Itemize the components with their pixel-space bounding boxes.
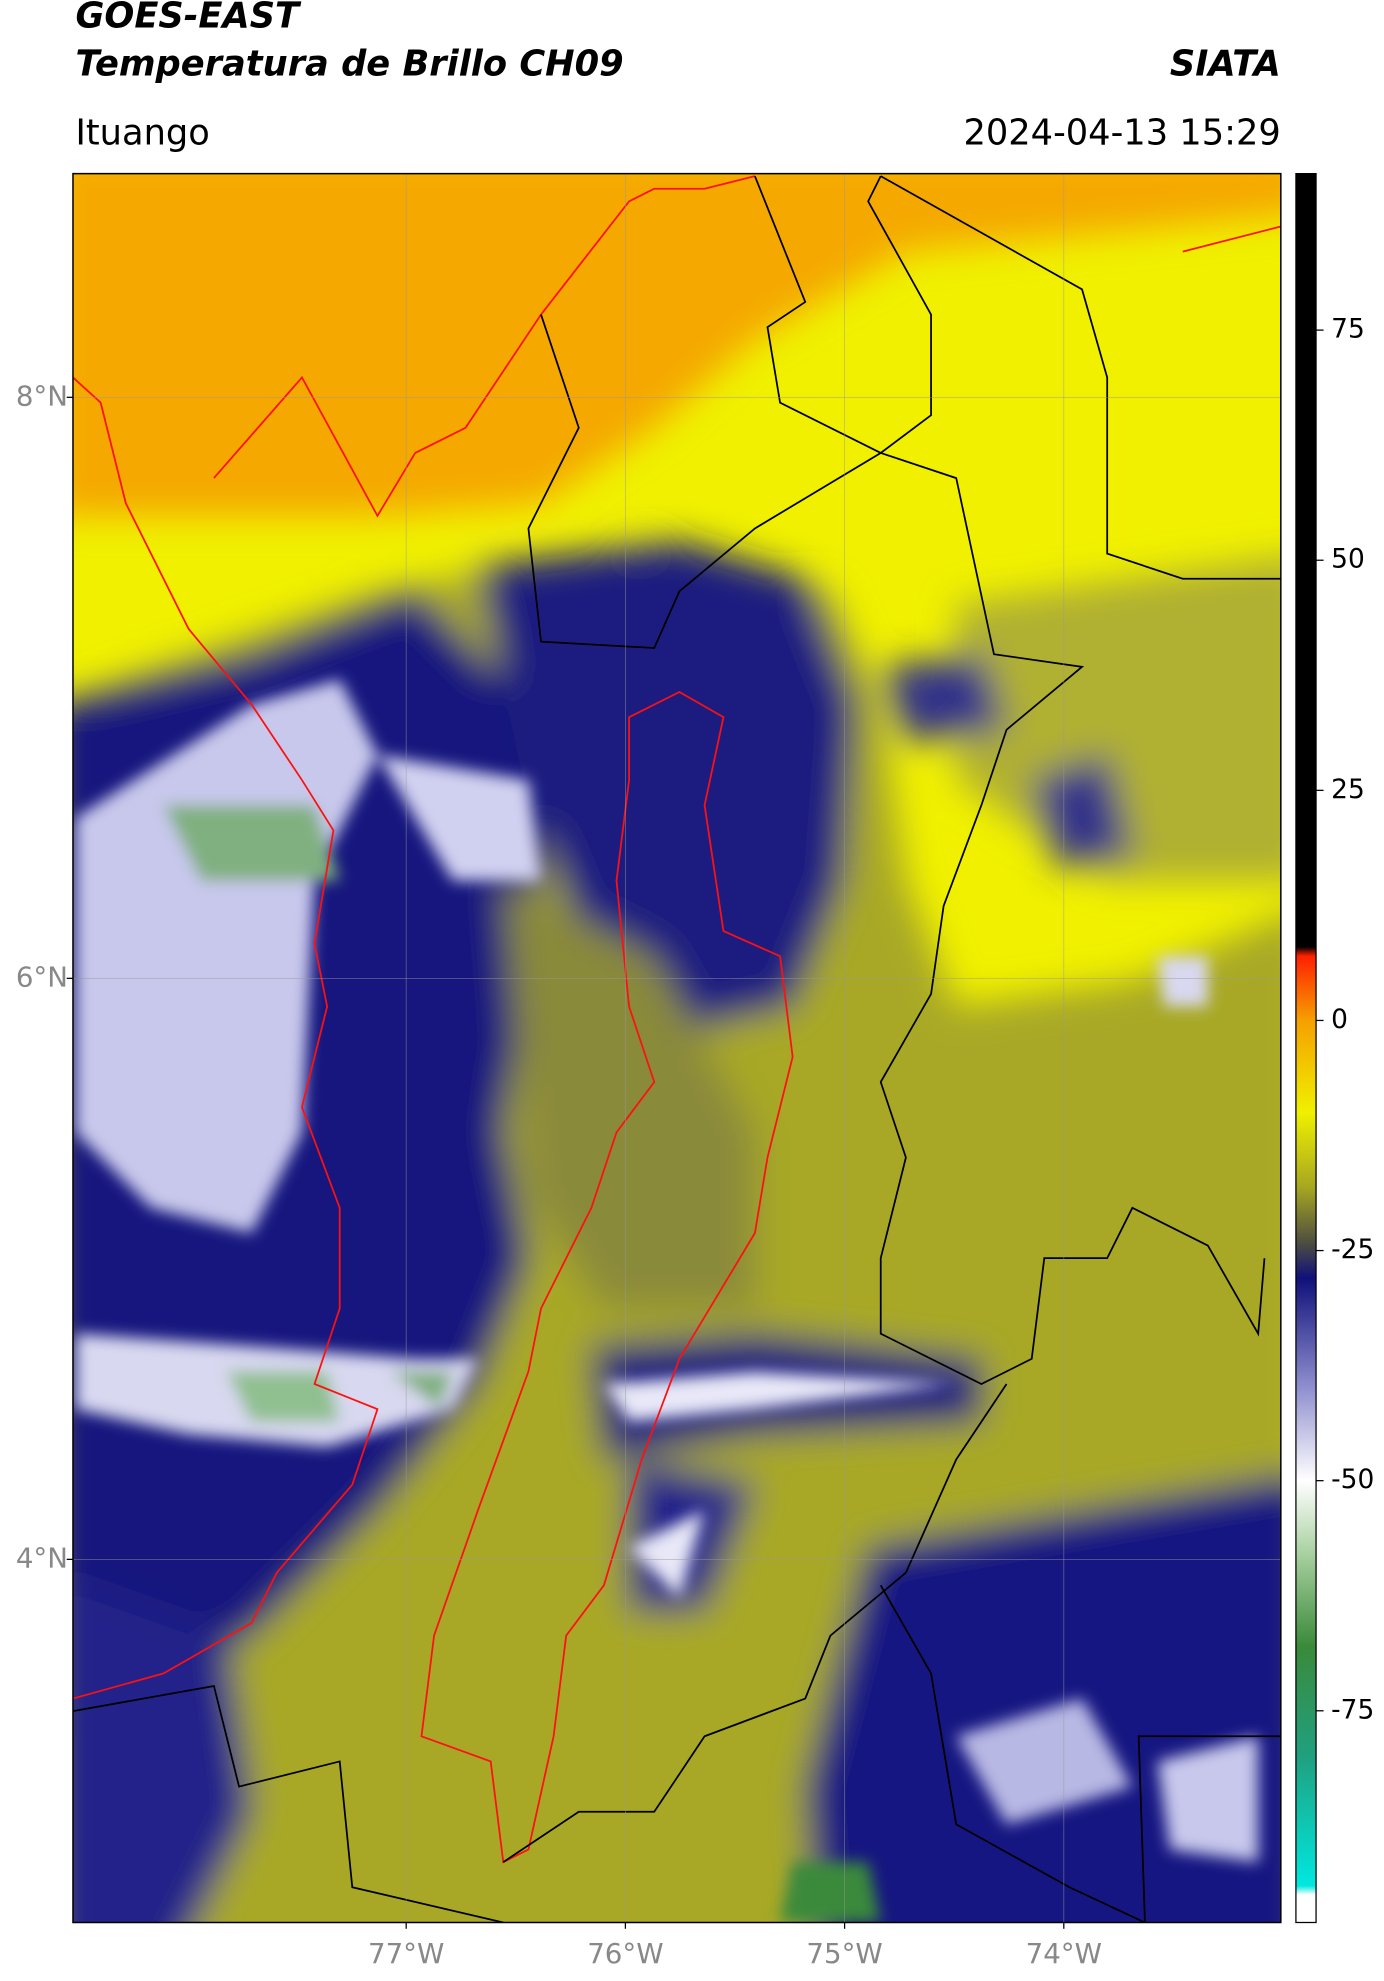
colorbar-tick-label: 75	[1331, 314, 1365, 345]
coastline-east	[1182, 225, 1281, 253]
coastline	[72, 376, 379, 1700]
departments	[527, 314, 1266, 1385]
departments-north	[754, 175, 932, 454]
y-tick-label: 6°N	[16, 960, 68, 993]
departments-ne	[880, 175, 1281, 580]
title: GOES-EAST	[75, 0, 302, 37]
colorbar-tick-label: -50	[1331, 1464, 1374, 1495]
coastline-north	[213, 175, 756, 518]
x-tick-label: 76°W	[587, 1937, 663, 1970]
departments-south	[72, 1684, 504, 1923]
map-frame	[72, 172, 1282, 1924]
cold-cloud-tops	[75, 679, 1259, 1923]
satellite-image	[72, 173, 1281, 1923]
y-tick-label: 8°N	[16, 379, 68, 412]
cloud-field	[72, 173, 1281, 1923]
departments-se	[502, 1383, 1281, 1923]
colorbar-tick-label: 25	[1331, 774, 1365, 805]
x-tick-label: 75°W	[806, 1937, 882, 1970]
y-tick-label: 4°N	[16, 1541, 68, 1574]
x-tick-label: 74°W	[1026, 1937, 1102, 1970]
colorbar-tick-label: -75	[1331, 1694, 1374, 1725]
borders	[72, 175, 1281, 1923]
x-tick-label: 77°W	[368, 1937, 444, 1970]
colorbar	[1295, 172, 1317, 1924]
colorbar-tick-label: 50	[1331, 544, 1365, 575]
colorbar-tick-label: -25	[1331, 1234, 1374, 1265]
antioquia-outline	[420, 690, 794, 1864]
colorbar-tick-label: 0	[1331, 1004, 1348, 1035]
source: SIATA	[1170, 43, 1281, 84]
region: Ituango	[75, 113, 209, 154]
gridlines	[72, 173, 1281, 1923]
subtitle: Temperatura de Brillo CH09	[75, 43, 623, 84]
datetime: 2024-04-13 15:29	[963, 113, 1280, 154]
